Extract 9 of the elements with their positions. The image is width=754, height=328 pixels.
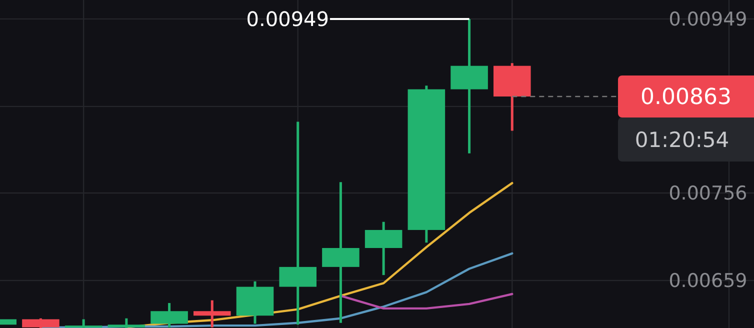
line-series	[340, 292, 514, 310]
ref-line-label: 0.00863	[640, 85, 732, 110]
y-tick-label: 0.00659	[668, 270, 748, 292]
candlestick	[194, 299, 231, 328]
text: 01:20:54	[634, 128, 730, 152]
y-tick-label: 0.00949	[668, 8, 748, 31]
line-series	[40, 252, 514, 328]
y-tick-label: 0.00756	[668, 182, 748, 205]
annotation: 0.00949	[246, 6, 329, 31]
